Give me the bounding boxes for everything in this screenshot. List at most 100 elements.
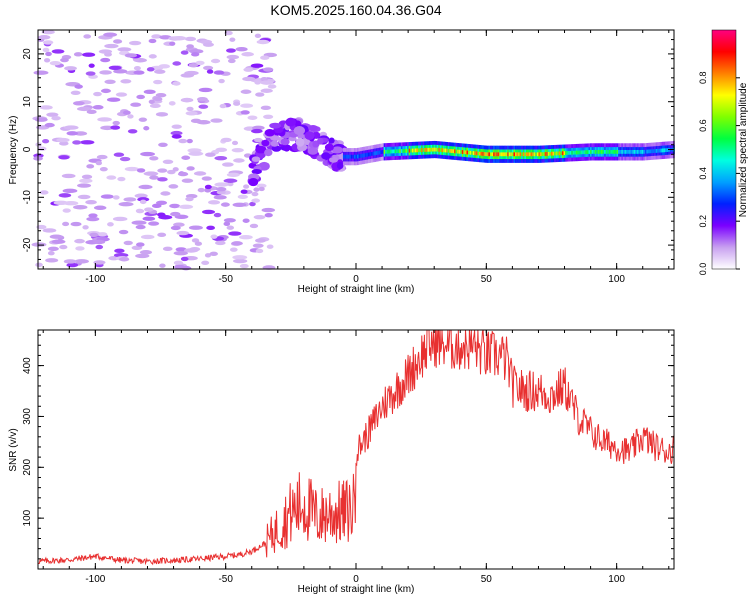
spectrogram-cell (350, 154, 353, 159)
spectrogram-cell (79, 178, 93, 184)
spectrogram-cell (151, 34, 162, 39)
spectrogram-cell (632, 149, 635, 154)
x-tick-label: -50 (218, 274, 233, 285)
spectrogram-cell (104, 43, 119, 49)
spectrogram-cell (468, 150, 470, 155)
spectrogram-cell (565, 151, 567, 155)
spectrogram-cell (403, 148, 406, 153)
spectrogram-cell (293, 126, 306, 136)
spectrogram-cell (662, 148, 664, 153)
spectrogram-cell (122, 110, 131, 115)
spectrogram-cell (181, 97, 192, 103)
spectrogram-cell (172, 167, 179, 172)
spectrogram-cell (136, 168, 146, 173)
colorbar-tick-label: 0.2 (698, 215, 708, 228)
spectrogram-cell (400, 149, 403, 153)
spectrogram-cell (360, 153, 362, 158)
spectrogram-cell (633, 149, 636, 154)
spectrogram-cell (95, 160, 103, 166)
spectrogram-cell (133, 70, 145, 75)
spectrogram-cell (139, 199, 147, 205)
spectrogram-cell (422, 148, 425, 152)
spectrogram-cell (240, 103, 254, 108)
spectrogram-cell (488, 152, 491, 157)
spectrogram-cell (644, 149, 647, 154)
spectrogram-cell (283, 144, 291, 152)
spectrogram-cell (636, 149, 639, 154)
spectrogram-cell (186, 138, 193, 144)
spectrogram-cell (213, 70, 225, 75)
spectrogram-cell (74, 238, 85, 244)
spectrogram-cell (201, 176, 212, 181)
x-tick-label: 100 (608, 274, 625, 285)
spectrogram-cell (399, 149, 402, 154)
spectrogram-cell (44, 122, 55, 128)
spectrogram-cell (170, 130, 183, 136)
spectrogram-cell (86, 164, 95, 169)
y-tick-label: -20 (22, 237, 33, 252)
spectrogram-cell (554, 151, 556, 156)
y-tick-label: 20 (22, 48, 33, 60)
spectrogram-cell (586, 150, 589, 154)
spectrogram-cell (269, 122, 282, 129)
spectrogram-cell (39, 105, 53, 110)
spectrogram-cell (463, 150, 466, 155)
spectrogram-cell (140, 151, 156, 157)
spectrogram-cell (219, 103, 227, 109)
spectrogram-cell (271, 145, 282, 152)
spectrogram-cell (464, 150, 467, 155)
spectrogram-cell (243, 184, 250, 189)
spectrogram-cell (103, 32, 118, 37)
spectrogram-cell (374, 151, 377, 156)
spectrogram-cell (280, 138, 290, 146)
spectrogram-cell (95, 244, 104, 250)
spectrogram-cell (432, 147, 434, 152)
spectrogram-cell (593, 149, 595, 154)
spectrogram-cell (608, 149, 611, 154)
spectrogram-cell (502, 152, 505, 157)
spectrogram-cell (133, 65, 141, 71)
spectrogram-cell (239, 263, 249, 269)
spectrogram-cell (62, 188, 78, 194)
spectrogram-cell (626, 149, 628, 154)
spectrogram-cell (77, 194, 91, 200)
spectrogram-cell (483, 152, 486, 156)
spectrogram-cell (497, 152, 500, 157)
spectrogram-cell (31, 242, 47, 247)
spectrogram-cell (159, 263, 166, 268)
spectrogram-cell (652, 149, 655, 154)
spectrogram-cell (138, 117, 148, 122)
spectrogram-cell (651, 149, 653, 154)
spectrogram-cell (213, 195, 227, 200)
spectrogram-cell (191, 52, 200, 57)
spectrogram-cell (157, 177, 168, 182)
spectrogram-cell (331, 146, 344, 154)
spectrogram-cell (186, 166, 195, 171)
spectrogram-cell (665, 148, 667, 153)
spectrogram-cell (204, 184, 212, 190)
spectrogram-cell (136, 242, 145, 247)
spectrogram-cell (74, 259, 89, 264)
spectrogram-cell (232, 255, 248, 260)
spectrogram-cell (561, 151, 564, 156)
spectrogram-cell (73, 52, 83, 57)
spectrogram-cell (231, 140, 239, 146)
spectrogram-cell (605, 149, 608, 154)
spectrogram-cell (188, 62, 199, 68)
spectrogram-cell (375, 151, 378, 155)
spectrogram-cell (56, 137, 70, 143)
spectrogram-cell (221, 162, 234, 167)
spectrogram-cell (226, 172, 240, 177)
spectrogram-cell (149, 156, 159, 161)
spectrogram-cell (660, 148, 663, 153)
spectrogram-cell (643, 149, 646, 154)
spectrogram-cell (162, 159, 174, 164)
spectrogram-cell (585, 150, 588, 155)
spectrogram-cell (485, 152, 488, 157)
spectrogram-cell (385, 149, 387, 154)
spectrogram-cell (233, 158, 245, 163)
spectrogram-cell (469, 150, 472, 155)
spectrogram-cell (604, 149, 606, 154)
y-tick-label: 10 (22, 96, 33, 108)
spectrogram-cell (201, 209, 216, 215)
